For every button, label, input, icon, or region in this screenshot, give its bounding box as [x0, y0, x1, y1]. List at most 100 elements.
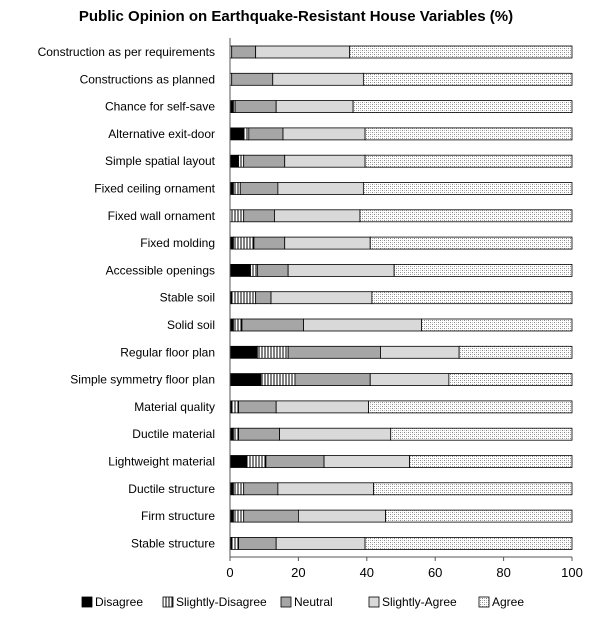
chart-title: Public Opinion on Earthquake-Resistant H… [78, 8, 514, 25]
category-label: Fixed wall ornament [108, 209, 216, 223]
category-label: Alternative exit-door [108, 127, 215, 141]
bar-segment [284, 154, 366, 168]
category-label: Accessible openings [106, 263, 215, 277]
bar-segment [255, 45, 351, 59]
bar-segment [233, 482, 245, 496]
bar-segment [256, 263, 289, 277]
legend-label: Slightly-Disagree [176, 595, 267, 609]
bar-segment [256, 345, 289, 359]
bar-segment [229, 345, 258, 359]
bar-segment [265, 455, 325, 468]
bar-segment [231, 45, 257, 59]
bar-segment [231, 400, 239, 414]
bar-segment [297, 509, 387, 523]
bar-segment [229, 427, 234, 441]
bar-segment [238, 427, 280, 441]
bar-segment [362, 72, 573, 86]
bar-segment [229, 209, 245, 223]
legend-swatch [162, 596, 174, 608]
bar-segment [229, 127, 245, 141]
bar-segment [229, 482, 234, 496]
bar-segment [238, 537, 277, 550]
bar-segment [243, 127, 250, 141]
bar-segment [279, 427, 392, 441]
bar-segment [229, 236, 234, 250]
bar-segment [243, 209, 275, 223]
bar-segment [229, 373, 262, 387]
bar-segment [253, 236, 286, 250]
bar-segment [229, 154, 239, 168]
bar-segment [287, 345, 381, 359]
x-tick-label: 40 [360, 565, 374, 580]
bar-segment [231, 291, 257, 305]
bar-segment [364, 537, 573, 550]
bar-segment [362, 182, 573, 195]
bar-segment [385, 509, 573, 523]
category-label: Simple symmetry floor plan [70, 373, 215, 387]
legend-label: Disagree [95, 595, 143, 609]
bar-segment [275, 400, 369, 414]
category-label: Construction as per requirements [38, 45, 215, 59]
bar-segment [231, 537, 239, 550]
category-label: Stable soil [160, 291, 215, 305]
bar-segment [233, 182, 241, 195]
bar-segment [248, 127, 284, 141]
category-label: Firm structure [141, 509, 215, 523]
bar-segment [243, 154, 286, 168]
bar-segment [303, 318, 422, 332]
legend-label: Slightly-Agree [382, 595, 457, 609]
bar-segment [371, 291, 573, 305]
bar-segment [275, 100, 354, 113]
bar-segment [448, 373, 573, 387]
legend-label: Agree [492, 595, 524, 609]
legend-label: Neutral [294, 595, 333, 609]
category-label: Lightweight material [108, 455, 215, 469]
x-tick-label: 20 [291, 565, 305, 580]
bar-segment [323, 455, 410, 468]
bar-segment [380, 345, 460, 359]
bar-segment [364, 127, 573, 141]
category-label: Regular floor plan [120, 345, 215, 359]
bar-segment [282, 127, 366, 141]
category-label: Fixed ceiling ornament [94, 182, 215, 196]
category-label: Simple spatial layout [105, 154, 216, 168]
bar-segment [274, 209, 361, 223]
legend-swatch [280, 596, 292, 608]
bar-segment [238, 400, 277, 414]
bar-segment [368, 400, 573, 414]
bar-segment [277, 182, 364, 195]
category-label: Fixed molding [140, 236, 215, 250]
bar-segment [241, 318, 304, 332]
bar-segment [233, 427, 239, 441]
bar-segment [287, 263, 395, 277]
bar-segment [390, 427, 573, 441]
bar-segment [233, 318, 243, 332]
bar-segment [373, 482, 573, 496]
bar-segment [294, 373, 371, 387]
bar-segment [239, 182, 279, 195]
category-label: Solid soil [167, 318, 215, 332]
bar-segment [229, 100, 234, 113]
bar-segment [364, 154, 573, 168]
bar-segment [260, 373, 296, 387]
bar-segment [270, 291, 373, 305]
bar-segment [238, 154, 245, 168]
bar-segment [275, 537, 366, 550]
x-tick-label: 0 [226, 565, 233, 580]
bar-segment [421, 318, 573, 332]
category-label: Stable structure [131, 536, 215, 550]
category-label: Material quality [134, 400, 215, 414]
bar-segment [229, 263, 251, 277]
x-tick-label: 60 [428, 565, 442, 580]
bar-segment [229, 455, 248, 468]
category-label: Chance for self-save [105, 100, 215, 114]
bar-segment [231, 72, 274, 86]
legend-swatch [478, 596, 490, 608]
bar-segment [277, 482, 375, 496]
bar-segment [369, 373, 450, 387]
bar-segment [352, 100, 573, 113]
bar-segment [393, 263, 573, 277]
bar-segment [250, 263, 258, 277]
bar-segment [349, 45, 573, 59]
